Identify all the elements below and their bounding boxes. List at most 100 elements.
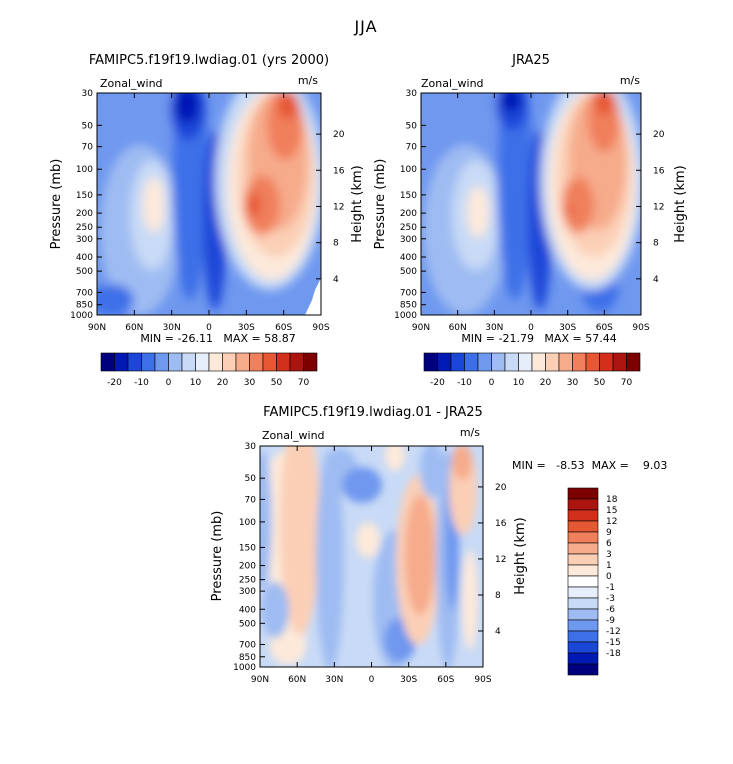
panel-diff-colorbar-swatch: [567, 630, 599, 643]
panel-obs-colorbar-level-label: -10: [457, 378, 472, 388]
panel-diff: FAMIPC5.f19f19.lwdiag.01 - JRA25 Zonal_w…: [210, 405, 667, 685]
panel-model-ytick-label: 200: [76, 209, 93, 219]
panel-model-axes: 305070100150200250300400500700850100090N…: [70, 89, 345, 333]
panel-obs-ytick-label: 1000: [394, 311, 417, 321]
figure-title: JJA: [353, 17, 377, 36]
panel-model-xtick-label: 90S: [312, 323, 329, 333]
panel-model-ylabel: Pressure (mb): [49, 159, 64, 250]
panel-obs-ytick-label: 250: [400, 223, 417, 233]
panel-diff-ytick-label: 300: [239, 587, 256, 597]
panel-model-title: FAMIPC5.f19f19.lwdiag.01 (yrs 2000): [89, 53, 329, 68]
panel-model-ytick-label: 100: [76, 165, 93, 175]
panel-obs-ylabel: Pressure (mb): [373, 159, 388, 250]
panel-diff-colorbar-level-label: 15: [606, 506, 617, 516]
panel-obs-colorbar-level-label: -20: [430, 378, 445, 388]
panel-obs-colorbar-swatch: [612, 352, 627, 372]
panel-obs-colorbar-level-label: 20: [540, 378, 552, 388]
panel-model-ylabel-right: Height (km): [350, 165, 365, 242]
panel-obs-ytick-label: 700: [400, 288, 417, 298]
panel-model-ytick-label: 500: [76, 267, 93, 277]
panel-model-height-tick-label: 4: [333, 275, 339, 285]
panel-diff-height-tick-label: 20: [495, 483, 507, 493]
panel-diff-axes: 305070100150200250300400500700850100090N…: [233, 442, 507, 685]
panel-model-colorbar-swatch: [208, 352, 223, 372]
panel-obs-field-label: Zonal_wind: [421, 77, 484, 90]
panel-obs-height-tick-label: 20: [653, 130, 665, 140]
panel-obs-xtick-label: 0: [528, 323, 534, 333]
panel-diff-colorbar-swatch: [567, 542, 599, 555]
panel-diff-stats: MIN = -8.53 MAX = 9.03: [512, 459, 667, 472]
panel-obs-ytick-label: 300: [400, 235, 417, 245]
panel-obs: JRA25 Zonal_wind m/s: [373, 53, 688, 388]
panel-diff-colorbar-swatch: [567, 652, 599, 665]
panel-model-colorbar-level-label: 0: [166, 378, 172, 388]
panel-model-field-label: Zonal_wind: [100, 77, 163, 90]
panel-diff-ytick-label: 200: [239, 562, 256, 572]
panel-model-colorbar-swatch: [276, 352, 291, 372]
panel-model-xtick-label: 60S: [275, 323, 292, 333]
panel-model-colorbar-swatch: [222, 352, 237, 372]
panel-model-ytick-label: 850: [76, 301, 93, 311]
panel-diff-ytick-label: 150: [239, 543, 256, 553]
panel-diff-height-tick-label: 4: [495, 627, 501, 637]
panel-obs-units: m/s: [620, 74, 640, 87]
panel-obs-axes: 305070100150200250300400500700850100090N…: [394, 89, 665, 333]
panel-diff-colorbar-swatch: [567, 608, 599, 621]
panel-obs-colorbar-swatch: [450, 352, 465, 372]
panel-diff-colorbar-swatch: [567, 575, 599, 588]
panel-obs-xtick-label: 60N: [449, 323, 467, 333]
panel-obs-height-tick-label: 4: [653, 275, 659, 285]
panel-obs-colorbar-swatch: [572, 352, 587, 372]
panel-model-colorbar-swatch: [289, 352, 304, 372]
panel-model-ytick-label: 700: [76, 288, 93, 298]
panel-diff-ytick-label: 70: [245, 495, 257, 505]
panel-diff-colorbar-level-label: -6: [606, 605, 615, 615]
panel-diff-colorbar-level-label: -9: [606, 616, 615, 626]
panel-model-colorbar-level-label: 20: [217, 378, 229, 388]
panel-model-colorbar-swatch: [195, 352, 210, 372]
panel-diff-colorbar-swatch: [567, 553, 599, 566]
panel-diff-height-tick-label: 16: [495, 519, 507, 529]
panel-obs-colorbar-swatch: [437, 352, 452, 372]
panel-diff-ylabel-right: Height (km): [513, 517, 528, 594]
panel-obs-xtick-label: 90S: [632, 323, 649, 333]
panel-obs-ytick-label: 500: [400, 267, 417, 277]
panel-model-units: m/s: [298, 74, 318, 87]
panel-obs-colorbar: -20 -10 0 10 20 30 50 70: [423, 352, 641, 388]
panel-diff-colorbar-level-label: 6: [606, 539, 612, 549]
panel-obs-title: JRA25: [511, 53, 550, 68]
panel-obs-colorbar-level-label: 70: [621, 378, 633, 388]
panel-diff-ytick-label: 400: [239, 605, 256, 615]
panel-model-colorbar-level-label: 10: [190, 378, 202, 388]
panel-model-colorbar-level-label: -10: [134, 378, 149, 388]
panel-diff-ytick-label: 30: [245, 442, 257, 452]
panel-diff-colorbar-swatch: [567, 586, 599, 599]
panel-obs-colorbar-swatch: [518, 352, 533, 372]
panel-model-stats: MIN = -26.11 MAX = 58.87: [140, 332, 295, 345]
panel-model-height-tick-label: 16: [333, 166, 345, 176]
panel-obs-colorbar-swatch: [491, 352, 506, 372]
panel-diff-title: FAMIPC5.f19f19.lwdiag.01 - JRA25: [263, 405, 483, 420]
panel-diff-xtick-label: 30N: [325, 675, 343, 685]
panel-diff-colorbar-level-label: -18: [606, 649, 621, 659]
panel-model-height-tick-label: 8: [333, 239, 339, 249]
panel-model-colorbar-swatch: [262, 352, 277, 372]
panel-obs-colorbar-swatch: [585, 352, 600, 372]
panel-obs-colorbar-swatch: [504, 352, 519, 372]
panel-model-xtick-label: 60N: [125, 323, 143, 333]
panel-diff-colorbar-swatch: [567, 663, 599, 676]
panel-model-ytick-label: 250: [76, 223, 93, 233]
panel-obs-colorbar-level-label: 50: [594, 378, 606, 388]
panel-diff-colorbar-swatch: [567, 498, 599, 511]
panel-diff-ytick-label: 50: [245, 474, 257, 484]
panel-diff-colorbar-level-label: -1: [606, 583, 615, 593]
panel-diff-colorbar-swatch: [567, 531, 599, 544]
panel-diff-colorbar-swatch: [567, 641, 599, 654]
panel-diff-colorbar-swatch: [567, 564, 599, 577]
panel-model-ytick-label: 150: [76, 191, 93, 201]
panel-model: FAMIPC5.f19f19.lwdiag.01 (yrs 2000) Zona…: [49, 53, 365, 388]
panel-diff-height-tick-label: 8: [495, 591, 501, 601]
panel-diff-field-label: Zonal_wind: [262, 429, 325, 442]
panel-diff-colorbar-level-label: -3: [606, 594, 615, 604]
